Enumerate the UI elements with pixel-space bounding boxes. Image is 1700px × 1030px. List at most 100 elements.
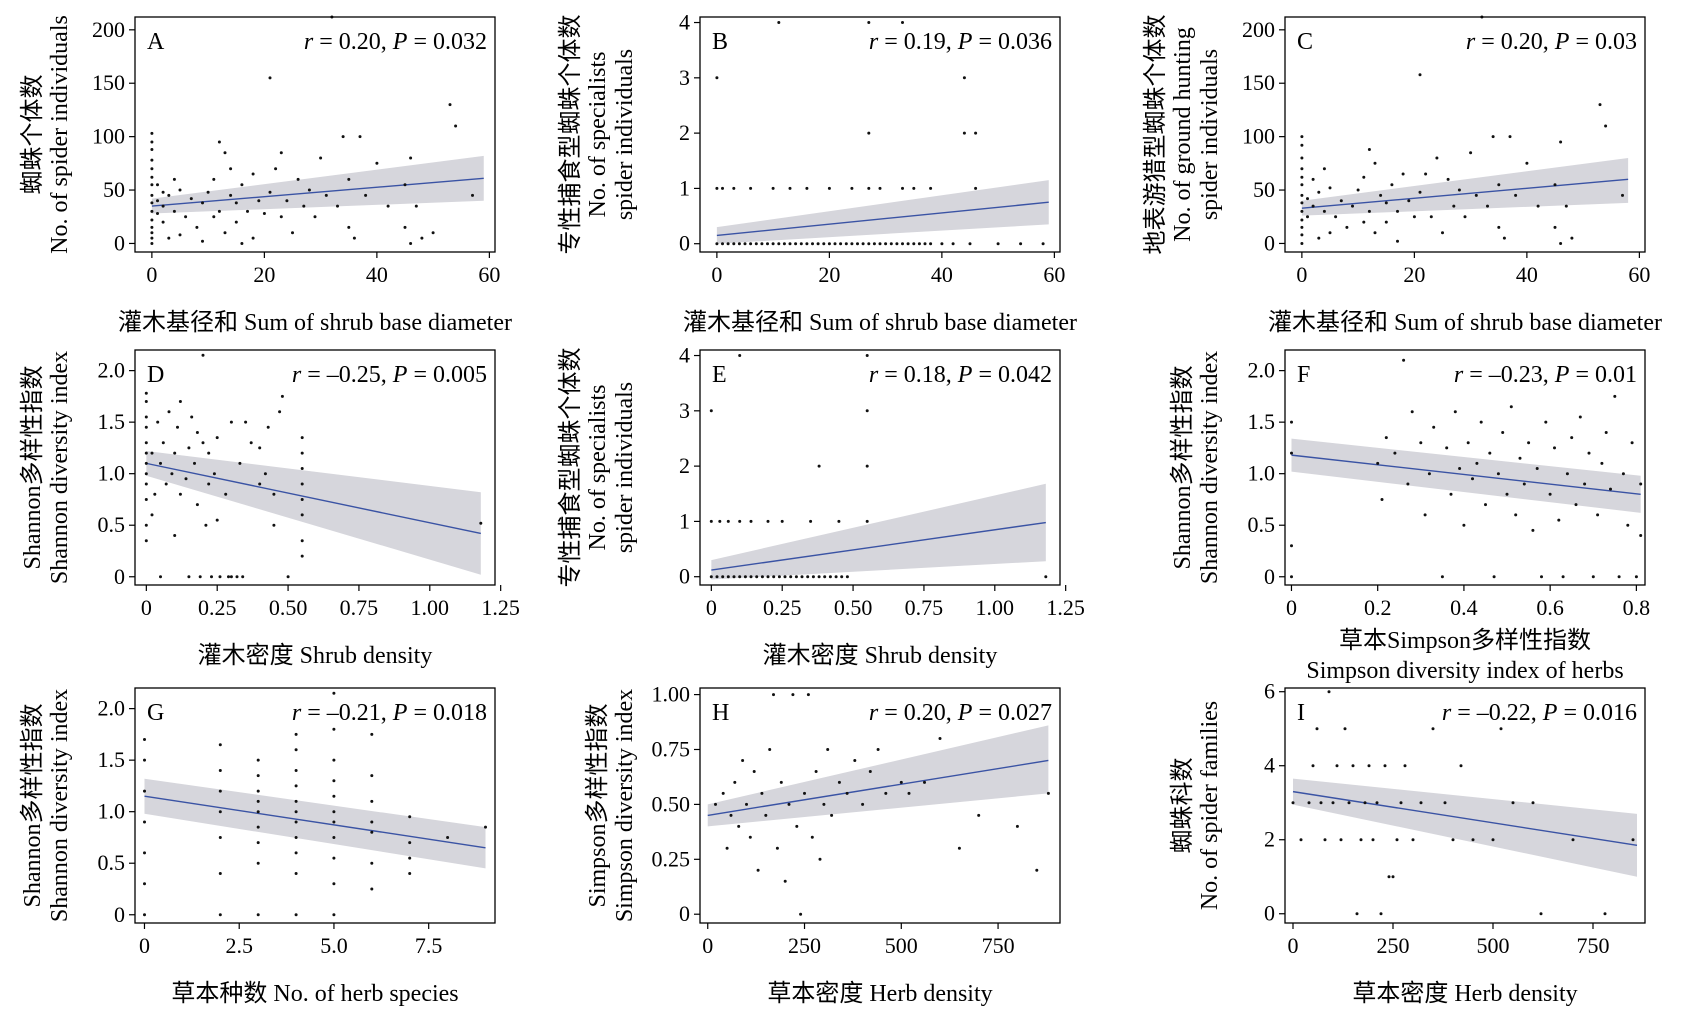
x-tick-label-d-2: 0.50 [269, 595, 308, 620]
data-point-b-5 [743, 242, 747, 246]
data-point-a-42 [234, 201, 238, 205]
data-point-c-1 [1300, 233, 1304, 237]
data-point-g-6 [143, 913, 146, 917]
data-point-b-60 [777, 21, 781, 24]
data-point-e-36 [865, 519, 869, 523]
fit-line-b [716, 201, 1049, 237]
data-point-b-36 [917, 242, 921, 246]
data-point-e-1 [715, 575, 719, 579]
x-axis-label-c: 灌木基径和 Sum of shrub base diameter [1268, 309, 1662, 336]
y-tick-label-b-2: 2 [679, 120, 690, 145]
data-point-e-6 [743, 575, 747, 579]
data-point-d-22 [173, 451, 177, 455]
data-point-e-10 [766, 575, 770, 579]
data-point-e-38 [865, 354, 869, 357]
data-point-a-31 [201, 239, 204, 243]
data-point-h-30 [837, 780, 841, 784]
x-tick-label-i-0: 0 [1288, 933, 1299, 958]
y-axis-label-b-2: No. of specialists [585, 52, 611, 218]
data-point-c-62 [1514, 193, 1518, 197]
data-point-e-13 [783, 575, 787, 579]
data-point-c-21 [1328, 231, 1332, 235]
x-tick-label-h-0: 0 [702, 933, 713, 958]
data-point-f-61 [1639, 534, 1643, 537]
stat-annotation-f: r = –0.23, P = 0.01 [1454, 362, 1637, 388]
data-point-g-9 [218, 810, 222, 814]
data-point-g-34 [332, 882, 336, 886]
data-point-f-3 [1290, 575, 1293, 579]
data-point-h-5 [737, 824, 741, 828]
data-point-b-61 [867, 21, 871, 24]
data-point-h-40 [938, 737, 942, 740]
data-point-c-63 [1525, 161, 1529, 165]
confidence-band-f [1291, 438, 1641, 513]
data-point-c-12 [1300, 135, 1304, 139]
data-point-i-4 [1315, 727, 1319, 731]
stat-annotation-h: r = 0.20, P = 0.027 [869, 700, 1052, 726]
data-point-a-71 [375, 161, 379, 165]
data-point-h-6 [741, 759, 745, 762]
data-point-g-21 [256, 758, 260, 762]
data-point-a-65 [341, 135, 345, 139]
data-point-g-57 [484, 825, 487, 829]
data-point-g-35 [332, 856, 336, 860]
data-point-c-18 [1317, 190, 1321, 194]
data-point-f-35 [1527, 441, 1531, 445]
data-point-b-47 [721, 186, 724, 190]
y-tick-label-f-0: 0 [1264, 564, 1275, 589]
data-point-i-1 [1299, 838, 1303, 842]
data-point-c-26 [1351, 204, 1354, 208]
data-point-b-14 [794, 242, 798, 246]
data-point-g-53 [408, 856, 412, 860]
y-axis-label-a-2: No. of spider individuals [47, 15, 73, 254]
data-point-f-25 [1484, 503, 1487, 507]
data-point-a-82 [471, 193, 474, 197]
data-point-d-17 [159, 575, 162, 579]
data-point-b-67 [974, 186, 978, 190]
y-tick-label-d-1: 0.5 [98, 512, 126, 537]
data-point-g-19 [256, 789, 260, 793]
data-point-a-47 [251, 172, 255, 176]
data-point-i-11 [1343, 727, 1347, 731]
data-point-g-24 [294, 851, 298, 855]
data-point-g-54 [408, 841, 412, 845]
y-tick-label-b-4: 4 [679, 10, 690, 35]
data-point-i-26 [1403, 764, 1407, 768]
data-point-i-27 [1411, 838, 1415, 842]
x-tick-label-h-1: 250 [788, 933, 821, 958]
data-point-a-49 [262, 212, 266, 215]
data-point-e-35 [837, 519, 841, 523]
data-point-d-46 [227, 575, 230, 579]
data-point-f-56 [1617, 575, 1621, 579]
data-point-i-19 [1375, 801, 1379, 805]
y-tick-label-g-4: 2.0 [98, 696, 126, 721]
y-tick-label-f-1: 0.5 [1248, 512, 1276, 537]
x-tick-label-g-3: 7.5 [415, 933, 443, 958]
data-point-c-36 [1384, 201, 1388, 205]
data-point-c-52 [1463, 215, 1467, 219]
data-point-f-29 [1501, 431, 1505, 434]
data-point-i-28 [1419, 801, 1423, 805]
data-point-i-13 [1351, 764, 1355, 768]
data-point-b-66 [974, 131, 978, 135]
plot-frame-i [1284, 687, 1646, 924]
data-point-b-18 [816, 242, 820, 246]
data-point-d-52 [244, 420, 248, 424]
data-point-b-11 [777, 242, 781, 246]
data-point-g-5 [143, 738, 146, 741]
data-point-i-23 [1391, 875, 1395, 879]
plot-frame-d [134, 349, 496, 586]
data-point-e-19 [817, 575, 821, 579]
data-point-e-17 [806, 575, 810, 579]
data-point-a-45 [246, 209, 249, 213]
data-point-d-55 [258, 446, 262, 450]
data-point-a-64 [336, 204, 339, 208]
data-point-b-6 [749, 242, 753, 246]
data-point-h-14 [772, 693, 775, 697]
data-point-i-38 [1539, 912, 1543, 916]
data-point-a-66 [347, 225, 351, 229]
data-point-f-12 [1423, 513, 1427, 517]
data-point-c-42 [1412, 215, 1416, 219]
data-point-f-8 [1402, 358, 1406, 362]
data-point-f-60 [1634, 575, 1638, 579]
